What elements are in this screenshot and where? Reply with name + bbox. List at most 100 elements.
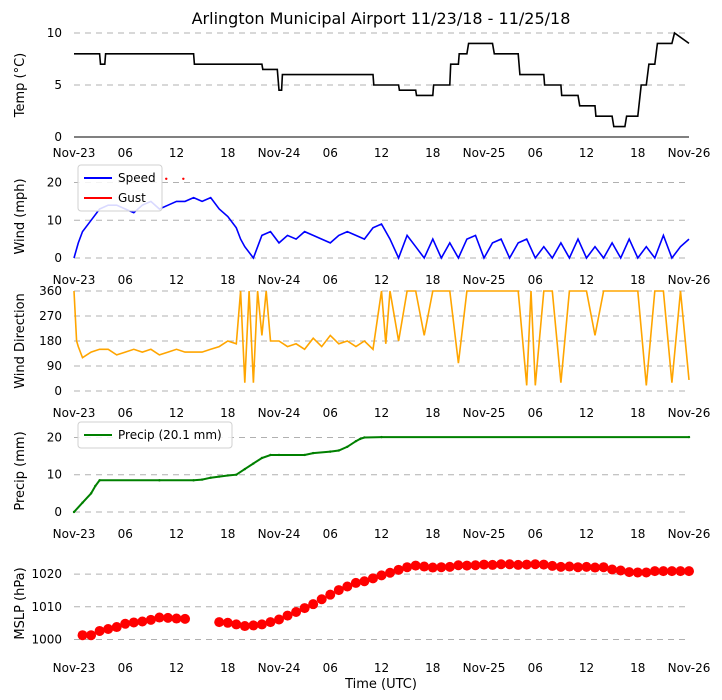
- temp-ytick-label: 5: [54, 78, 62, 92]
- precip-xtick-label: 18: [630, 527, 645, 541]
- mslp-point: [171, 613, 182, 624]
- mslp-point: [419, 561, 430, 572]
- mslp-point: [666, 566, 677, 577]
- wind-speed-xtick-label: 18: [220, 273, 235, 287]
- temp-ytick-label: 0: [54, 130, 62, 144]
- mslp-point: [684, 566, 694, 577]
- mslp-point: [436, 562, 447, 573]
- wind-speed-gust-point: [182, 177, 185, 180]
- precip-y-axis-label: Precip (mm): [13, 431, 28, 510]
- mslp-point: [274, 614, 284, 625]
- wind-speed-ytick-label: 0: [54, 251, 62, 265]
- wind-speed-xtick-label: 18: [425, 273, 440, 287]
- mslp-point: [607, 564, 618, 575]
- mslp-point: [265, 617, 276, 628]
- mslp-point: [180, 613, 191, 624]
- precip-xtick-label: 12: [374, 527, 389, 541]
- mslp-y-axis-label: MSLP (hPa): [13, 567, 28, 639]
- temp-xtick-label: Nov-24: [258, 146, 301, 160]
- mslp-point: [120, 618, 131, 629]
- precip-xtick-label: 06: [118, 527, 133, 541]
- wind-speed-xtick-label: 06: [528, 273, 543, 287]
- wind-direction-ytick-label: 0: [54, 384, 62, 398]
- temp-xtick-label: 06: [118, 146, 133, 160]
- precip-point: [346, 445, 349, 448]
- precip-point: [269, 453, 272, 457]
- wind-direction-xtick-label: 06: [118, 406, 133, 420]
- mslp-point: [641, 567, 652, 578]
- wind-direction-xtick-label: 12: [374, 406, 389, 420]
- precip-legend-box: [77, 421, 233, 449]
- wind-direction-y-axis-label: Wind Direction: [13, 293, 28, 389]
- wind-speed-ytick-label: 20: [47, 176, 62, 190]
- precip-xtick-label: 06: [528, 527, 543, 541]
- mslp-point: [393, 564, 404, 575]
- mslp-ytick-label: 1010: [31, 600, 62, 614]
- mslp-panel: 1000 1010 1020 Nov-23 06 12 18 Nov-24 06 12 18 Nov-…: [13, 559, 710, 675]
- mslp-point: [214, 617, 225, 628]
- temp-panel: 0 5 10 Nov-23 06 12 18 Nov-24 06 12 18 Nov-25 06 12 18…: [13, 26, 710, 160]
- mslp-point: [521, 559, 532, 570]
- wind-speed-series-line: [73, 196, 690, 261]
- wind-speed-panel: 0 10 20 Nov-23 06 12 18 Nov-24 06 12 18 Nov-25 06 12 1…: [13, 164, 710, 287]
- precip-point: [363, 436, 366, 439]
- mslp-point: [555, 561, 566, 572]
- temp-ytick-label: 10: [47, 26, 62, 40]
- precip-point: [277, 453, 281, 457]
- wind-direction-ytick-label: 180: [39, 334, 62, 348]
- mslp-point: [291, 607, 302, 617]
- mslp-point: [385, 567, 396, 578]
- wind-direction-xtick-label: 06: [528, 406, 543, 420]
- mslp-point: [487, 559, 498, 570]
- mslp-point: [145, 614, 156, 625]
- precip-panel: 0 10 20 Nov-23 06 12 18 Nov-24 06 12 18 Nov-25 06 12 1…: [13, 421, 710, 541]
- precip-legend-label: Precip (20.1 mm): [118, 428, 222, 442]
- wind-direction-xtick-label: Nov-24: [258, 406, 301, 420]
- mslp-point: [624, 567, 635, 578]
- temp-xtick-label: 06: [528, 146, 543, 160]
- mslp-point: [282, 610, 293, 621]
- wind-speed-xtick-label: 12: [374, 273, 389, 287]
- wind-speed-xtick-label: 12: [579, 273, 594, 287]
- mslp-xtick-label: 06: [118, 661, 133, 675]
- mslp-point: [342, 581, 353, 592]
- mslp-point: [590, 562, 601, 573]
- mslp-point: [675, 566, 686, 577]
- wind-speed-legend-box: [77, 164, 163, 212]
- mslp-point: [470, 560, 481, 571]
- temp-xtick-label: 06: [323, 146, 338, 160]
- wind-direction-xtick-label: 18: [630, 406, 645, 420]
- precip-point: [235, 473, 238, 476]
- precip-xtick-label: 06: [323, 527, 338, 541]
- mslp-point: [128, 617, 139, 628]
- mslp-point: [538, 559, 549, 570]
- precip-ytick-label: 20: [47, 430, 62, 444]
- mslp-point: [248, 620, 259, 631]
- precip-point: [380, 435, 383, 439]
- wind-direction-panel: 0 90 180 270 360 Nov-23 06 12 18 Nov-24 06 12 18 Nov-…: [13, 284, 710, 420]
- wind-direction-xtick-label: 12: [579, 406, 594, 420]
- temp-xtick-label: 12: [374, 146, 389, 160]
- precip-point: [358, 437, 362, 441]
- wind-direction-xtick-label: 18: [220, 406, 235, 420]
- precip-point: [354, 439, 358, 443]
- mslp-point: [94, 625, 105, 636]
- mslp-xtick-label: 12: [169, 661, 184, 675]
- precip-point: [226, 474, 229, 477]
- wind-speed-gust-point: [165, 177, 168, 180]
- temp-xtick-label: 12: [579, 146, 594, 160]
- mslp-xtick-label: 18: [220, 661, 235, 675]
- wind-direction-xtick-label: 12: [169, 406, 184, 420]
- mslp-xtick-label: Nov-26: [668, 661, 711, 675]
- mslp-point: [86, 630, 97, 641]
- mslp-xtick-label: Nov-23: [53, 661, 96, 675]
- temp-xtick-label: 18: [425, 146, 440, 160]
- wind-direction-ytick-label: 360: [39, 284, 62, 298]
- mslp-point: [77, 630, 88, 641]
- mslp-point: [444, 561, 455, 572]
- panels: 0 5 10 Nov-23 06 12 18 Nov-24 06 12 18 Nov-25 06 12 18…: [13, 26, 710, 675]
- wind-direction-xtick-label: 06: [323, 406, 338, 420]
- wind-direction-ytick-label: 90: [47, 359, 62, 373]
- wind-speed-xtick-label: 18: [630, 273, 645, 287]
- precip-point: [337, 449, 340, 452]
